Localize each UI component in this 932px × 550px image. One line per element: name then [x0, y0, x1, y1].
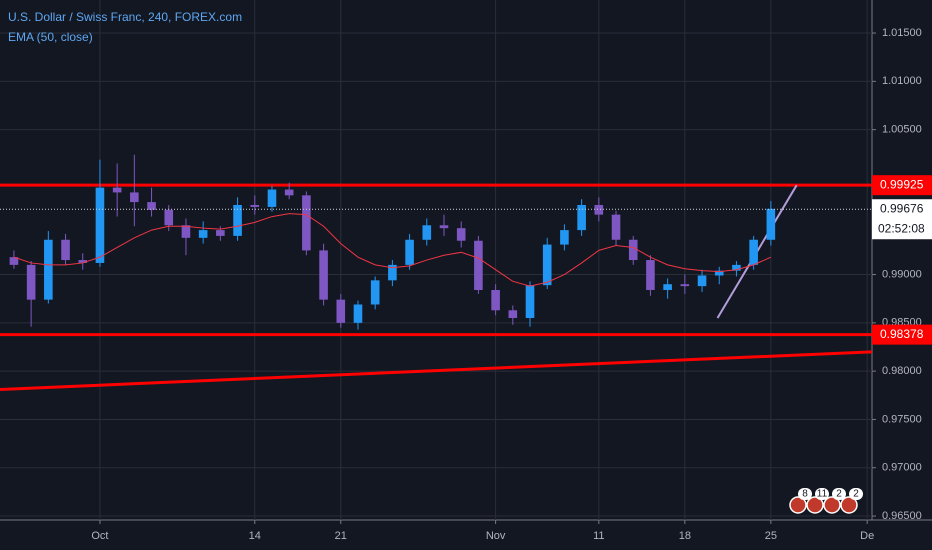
x-tick-label: 14 [249, 530, 261, 542]
y-tick-label: 0.97500 [882, 413, 922, 425]
level-label: 0.98378 [880, 327, 924, 341]
plot [0, 154, 873, 391]
candle-body [164, 209, 174, 226]
candle-body [78, 260, 88, 263]
candle-body [233, 204, 242, 236]
candle-body [61, 239, 70, 261]
candle-body [181, 225, 191, 238]
event-badge [815, 488, 829, 500]
candle-body [749, 239, 758, 265]
candle-body [542, 244, 552, 286]
candle-body [577, 204, 586, 231]
candle-body [766, 208, 776, 240]
candle-body [284, 189, 294, 196]
candle-body [422, 225, 432, 240]
candle-body [594, 204, 604, 215]
level-label-box [872, 175, 932, 196]
level-label: 0.99925 [880, 177, 924, 191]
x-tick-label: 25 [765, 530, 777, 542]
candle-body [560, 230, 569, 245]
candle-body [267, 189, 277, 207]
y-tick-label: 0.99000 [882, 268, 922, 280]
candle-body [525, 285, 535, 319]
candle-body [474, 240, 483, 290]
candle-body [491, 289, 500, 311]
event-count: 2 [853, 489, 859, 500]
candle-body [130, 192, 139, 203]
candle-body [44, 239, 53, 300]
y-tick-label: 1.01000 [882, 75, 922, 87]
candle-body [508, 310, 518, 319]
last-price-label: 0.99676 [880, 201, 924, 215]
ema-line [13, 213, 772, 287]
grid [0, 0, 872, 520]
candle-body [319, 250, 328, 300]
candle-body [439, 225, 449, 229]
y-tick-label: 0.98000 [882, 365, 922, 377]
candle-body [353, 304, 363, 323]
candle-body [95, 187, 105, 263]
last-price-box [872, 199, 932, 240]
event-icon [840, 496, 858, 514]
candle-body [456, 228, 466, 241]
candle-body [9, 257, 19, 265]
x-tick-label: 21 [335, 530, 347, 542]
candle-body [302, 195, 311, 251]
candle-body [198, 230, 208, 238]
trend-line [0, 350, 873, 391]
y-tick-label: 0.96500 [882, 510, 922, 522]
countdown-label: 02:52:08 [878, 221, 925, 235]
event-icon [789, 496, 807, 514]
event-icon [806, 496, 824, 514]
candle-body [611, 214, 621, 240]
x-tick-label: De [860, 530, 874, 542]
candle-body [628, 239, 638, 261]
candle-body [250, 204, 260, 207]
candle-body [112, 187, 122, 193]
event-badge [798, 488, 812, 500]
x-tick-label: Oct [91, 530, 108, 542]
candle-body [216, 230, 225, 236]
chart-title: U.S. Dollar / Swiss Franc, 240, FOREX.co… [8, 10, 242, 24]
candle-body [732, 264, 741, 271]
candle-body [26, 264, 36, 300]
indicator-label: EMA (50, close) [8, 30, 93, 44]
candle-body [405, 239, 414, 265]
y-tick-label: 1.00500 [882, 124, 922, 136]
candle-body [388, 264, 397, 281]
y-tick-label: 0.97000 [882, 462, 922, 474]
level-label-box [872, 324, 932, 345]
x-tick-label: Nov [486, 530, 506, 542]
x-tick-label: 18 [679, 530, 691, 542]
axes: 1.015001.010001.005000.990000.985000.980… [91, 27, 932, 542]
event-count: 2 [836, 489, 842, 500]
event-badge [832, 488, 846, 500]
event-icon [823, 496, 841, 514]
y-tick-label: 1.01500 [882, 27, 922, 39]
candle-body [370, 280, 380, 305]
candle-body [663, 284, 672, 290]
candle-body [646, 260, 655, 290]
candle-body [336, 299, 346, 323]
event-count: 11 [817, 489, 828, 500]
candle-body [714, 270, 724, 276]
event-count: 8 [802, 489, 808, 500]
candle-body [147, 202, 156, 210]
candle-body [680, 284, 690, 287]
event-badge [849, 488, 863, 500]
x-tick-label: 11 [593, 530, 604, 542]
candle-body [697, 275, 707, 287]
